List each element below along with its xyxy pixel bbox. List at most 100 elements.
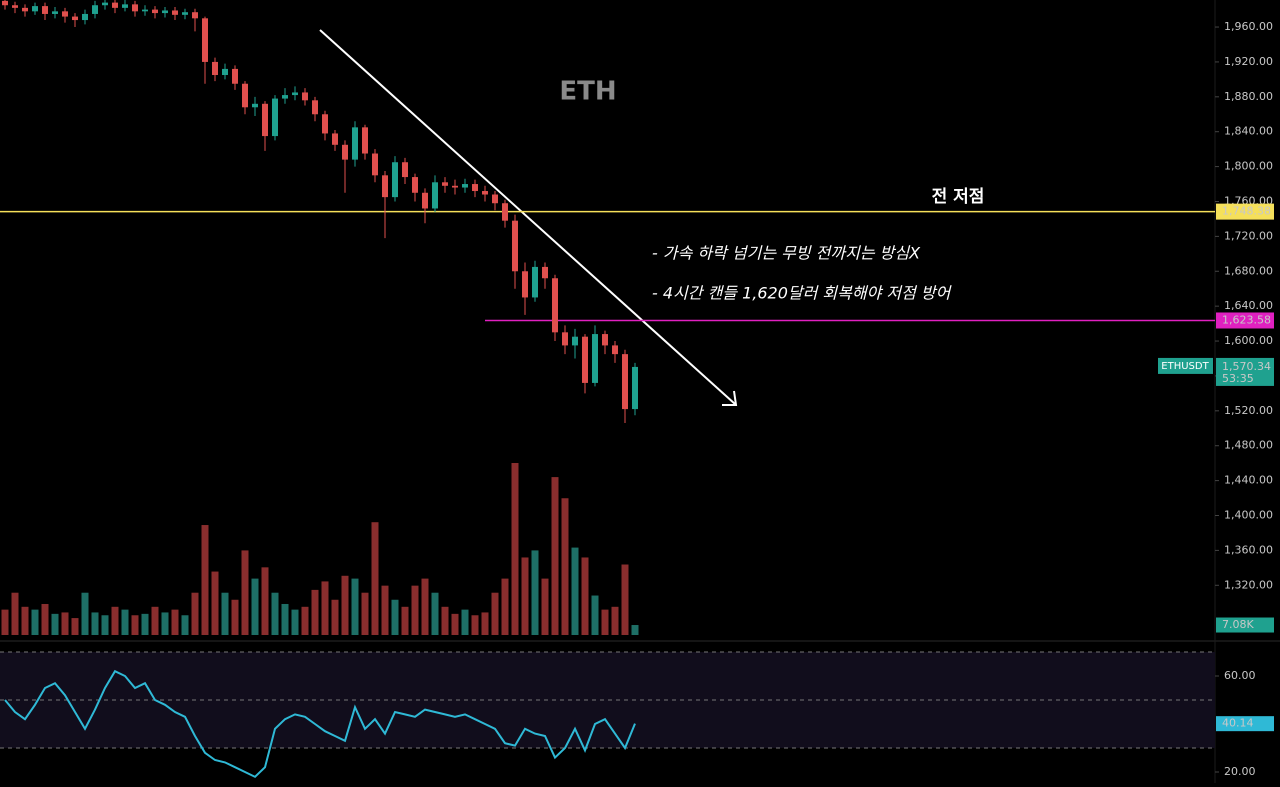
volume-bar [301, 606, 309, 635]
volume-bar [41, 603, 49, 635]
volume-bar [361, 592, 369, 635]
y-tick-label: 1,600.00 [1224, 334, 1273, 347]
level-label: 1,623.58 [1222, 313, 1271, 326]
annotation: - 가속 하락 넘기는 무빙 전까지는 방심X [652, 244, 921, 263]
y-tick-label: 1,520.00 [1224, 404, 1273, 417]
candle-body [12, 5, 18, 8]
candle-body [482, 191, 488, 195]
volume-bar [191, 592, 199, 635]
level-note: 전 저점 [932, 187, 985, 207]
rsi-tick-label: 20.00 [1224, 765, 1256, 778]
candle-body [112, 2, 118, 8]
level-label-bg [1216, 203, 1274, 220]
y-tick-label: 1,920.00 [1224, 55, 1273, 68]
watermark-title: ETH [559, 77, 616, 107]
countdown: 53:35 [1222, 372, 1254, 385]
volume-bar [491, 592, 499, 635]
y-tick-label: 1,360.00 [1224, 543, 1273, 556]
candle-body [222, 68, 228, 76]
volume-bar [431, 592, 439, 635]
candle-body [172, 10, 178, 15]
candle-body [372, 153, 378, 176]
candle-body [82, 13, 88, 21]
rsi-line [4, 669, 636, 779]
candle-body [492, 194, 498, 204]
y-tick-label: 1,320.00 [1224, 578, 1273, 591]
y-tick-label: 1,800.00 [1224, 160, 1273, 173]
candle-body [542, 266, 548, 279]
candle-body [552, 278, 558, 333]
annotation: - 4시간 캔들 1,620달러 회복해야 저점 방어 [652, 284, 953, 303]
candle-body [62, 11, 68, 17]
volume-bar [251, 578, 259, 635]
candle-body [272, 98, 278, 137]
volume-bar [461, 609, 469, 635]
volume-bar [571, 547, 579, 635]
candle-body [612, 345, 618, 355]
candle-body [192, 12, 198, 19]
candle-body [422, 192, 428, 209]
volume-bar [261, 567, 269, 635]
volume-bar [471, 615, 479, 635]
candle-body [132, 4, 138, 12]
candle-body [182, 12, 188, 15]
y-tick-label: 1,840.00 [1224, 125, 1273, 138]
volume-bar [111, 606, 119, 635]
volume-bar [211, 571, 219, 635]
candle-body [162, 10, 168, 14]
candle-body [92, 5, 98, 14]
volume-bar [231, 599, 239, 635]
volume-bar [151, 606, 159, 635]
candle-body [152, 9, 158, 14]
candle-body [42, 6, 48, 14]
candle-body [72, 16, 78, 21]
volume-bar [131, 615, 139, 635]
volume-bar [11, 592, 19, 635]
candle-body [592, 334, 598, 383]
volume-bar [81, 592, 89, 635]
volume-bar [1, 609, 9, 635]
volume-bar [181, 615, 189, 635]
candle-body [292, 92, 298, 96]
volume-bar [341, 575, 349, 635]
volume-bar [501, 578, 509, 635]
volume-bar [441, 606, 449, 635]
candle-body [362, 127, 368, 154]
level-label-bg [1216, 312, 1274, 329]
candle-body [462, 184, 468, 188]
volume-bar [541, 578, 549, 635]
candle-body [412, 177, 418, 193]
candle-body [212, 61, 218, 76]
candle-body [562, 332, 568, 346]
candle-body [252, 103, 258, 108]
volume-bar [241, 550, 249, 635]
candle-body [382, 175, 388, 198]
candle-body [242, 83, 248, 108]
candle-body [232, 68, 238, 84]
candle-body [312, 100, 318, 115]
candle-body [602, 334, 608, 346]
y-tick-label: 1,640.00 [1224, 299, 1273, 312]
candle-body [532, 266, 538, 298]
y-tick-label: 1,680.00 [1224, 264, 1273, 277]
candle-body [322, 114, 328, 134]
candle-body [352, 127, 358, 160]
volume-bar [511, 463, 519, 635]
candle-body [142, 9, 148, 12]
volume-bar [371, 522, 379, 635]
candle-body [22, 7, 28, 12]
rsi-tick-label: 60.00 [1224, 669, 1256, 682]
candle-body [572, 336, 578, 346]
y-tick-label: 1,720.00 [1224, 229, 1273, 242]
candle-body [342, 144, 348, 160]
y-tick-label: 1,400.00 [1224, 509, 1273, 522]
volume-bar [331, 599, 339, 635]
volume-bar [581, 557, 589, 635]
volume-bar [141, 613, 149, 635]
volume-bar [201, 525, 209, 635]
candle-body [102, 2, 108, 6]
rsi-label-bg [1216, 716, 1274, 732]
candle-body [442, 182, 448, 186]
symbol-bg [1158, 357, 1213, 374]
candle-body [122, 4, 128, 8]
